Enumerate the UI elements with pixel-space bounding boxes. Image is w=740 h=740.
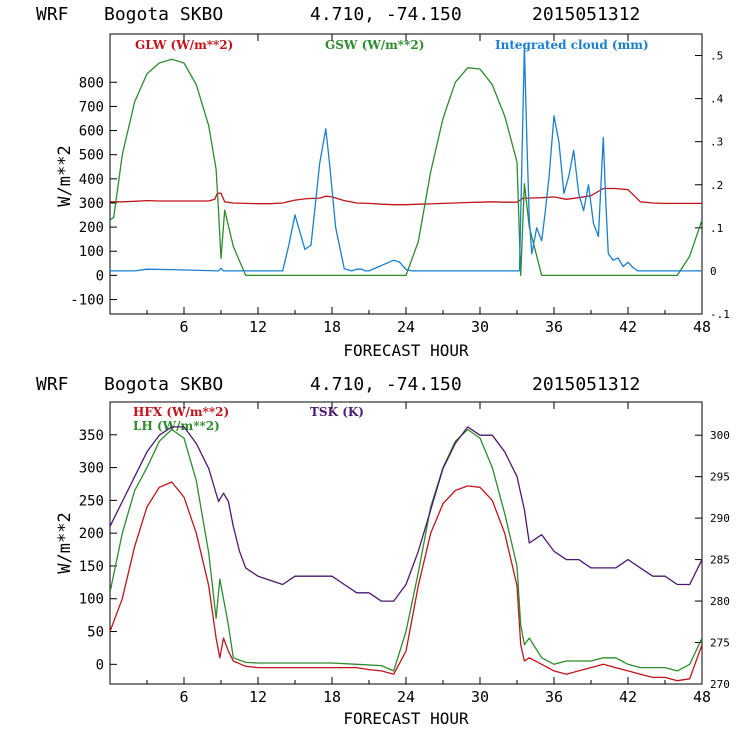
legend-cloud: Integrated cloud (mm) — [495, 38, 649, 52]
x-tick-label: 12 — [249, 688, 267, 706]
y2-tick-label: 275 — [710, 637, 730, 650]
y2-tick-label: .4 — [710, 93, 724, 106]
y-tick-label: 150 — [79, 559, 104, 575]
coords-label: 4.710, -74.150 — [310, 4, 462, 25]
y-tick-label: 400 — [79, 172, 104, 188]
run-label: 2015051312 — [532, 4, 640, 25]
y2-tick-label: 300 — [710, 429, 730, 442]
series-line-hfx — [110, 481, 702, 682]
y-tick-label: 500 — [79, 148, 104, 164]
y2-tick-label: .1 — [710, 222, 723, 235]
top-plot-frame — [109, 33, 703, 315]
y-tick-label: 800 — [79, 75, 104, 91]
series-line-tsk — [110, 426, 702, 602]
y-tick-label: 700 — [79, 99, 104, 115]
coords-label: 4.710, -74.150 — [310, 374, 462, 395]
y-tick-label: 0 — [96, 268, 104, 284]
y-tick-label: 600 — [79, 124, 104, 140]
x-tick-label: 18 — [323, 688, 341, 706]
x-tick-label: 30 — [471, 688, 489, 706]
legend-hfx: HFX (W/m**2) — [133, 405, 229, 419]
x-tick-label: 48 — [693, 318, 711, 336]
x-tick-label: 24 — [397, 688, 415, 706]
station-label: Bogota SKBO — [104, 374, 223, 395]
model-label: WRF — [36, 374, 69, 395]
top-y-axis-label: W/m**2 — [55, 145, 75, 206]
series-line-lh — [110, 428, 702, 672]
x-tick-label: 12 — [249, 318, 267, 336]
legend-lh: LH (W/m**2) — [133, 419, 220, 433]
bottom-header: WRF Bogota SKBO 4.710, -74.150 201505131… — [36, 374, 640, 395]
top-x-axis-label: FORECAST HOUR — [343, 341, 469, 360]
x-tick-label: 6 — [179, 688, 188, 706]
station-label: Bogota SKBO — [104, 4, 223, 25]
x-tick-label: 24 — [397, 318, 415, 336]
y-tick-label: 0 — [96, 657, 104, 673]
y-tick-label: 50 — [87, 625, 104, 641]
top-plot: GLW (W/m**2) GSW (W/m**2) Integrated clo… — [55, 33, 730, 360]
bottom-y-axis-label: W/m**2 — [55, 512, 75, 573]
series-line-glw — [110, 187, 702, 206]
y-tick-label: -100 — [70, 293, 104, 309]
y2-tick-label: 295 — [710, 471, 730, 484]
x-tick-label: 18 — [323, 318, 341, 336]
y2-tick-label: .5 — [710, 50, 723, 63]
series-line-gsw — [110, 58, 702, 277]
y2-tick-label: .2 — [710, 179, 723, 192]
legend-tsk: TSK (K) — [310, 405, 364, 419]
x-tick-label: 36 — [545, 318, 563, 336]
x-tick-label: 30 — [471, 318, 489, 336]
y2-tick-label: 0 — [710, 265, 717, 278]
y2-tick-label: 290 — [710, 512, 730, 525]
y2-tick-label: .3 — [710, 136, 723, 149]
bottom-plot: HFX (W/m**2) LH (W/m**2) TSK (K) FORECAS… — [55, 401, 730, 728]
legend-glw: GLW (W/m**2) — [135, 38, 233, 52]
y2-tick-label: 270 — [710, 678, 730, 691]
model-label: WRF — [36, 4, 69, 25]
y2-tick-label: -.1 — [710, 308, 730, 321]
x-tick-label: 42 — [619, 318, 637, 336]
y-tick-label: 100 — [79, 592, 104, 608]
bottom-x-axis-label: FORECAST HOUR — [343, 709, 469, 728]
y-tick-label: 300 — [79, 196, 104, 212]
y-tick-label: 200 — [79, 220, 104, 236]
legend-gsw: GSW (W/m**2) — [325, 38, 424, 52]
top-header: WRF Bogota SKBO 4.710, -74.150 201505131… — [36, 4, 640, 25]
y-tick-label: 350 — [79, 428, 104, 444]
series-line-integrated — [110, 46, 702, 272]
run-label: 2015051312 — [532, 374, 640, 395]
x-tick-label: 6 — [179, 318, 188, 336]
x-tick-label: 36 — [545, 688, 563, 706]
y2-tick-label: 280 — [710, 595, 730, 608]
y-tick-label: 100 — [79, 244, 104, 260]
y-tick-label: 300 — [79, 461, 104, 477]
y2-tick-label: 285 — [710, 554, 730, 567]
x-tick-label: 42 — [619, 688, 637, 706]
y-tick-label: 200 — [79, 526, 104, 542]
y-tick-label: 250 — [79, 493, 104, 509]
x-tick-label: 48 — [693, 688, 711, 706]
